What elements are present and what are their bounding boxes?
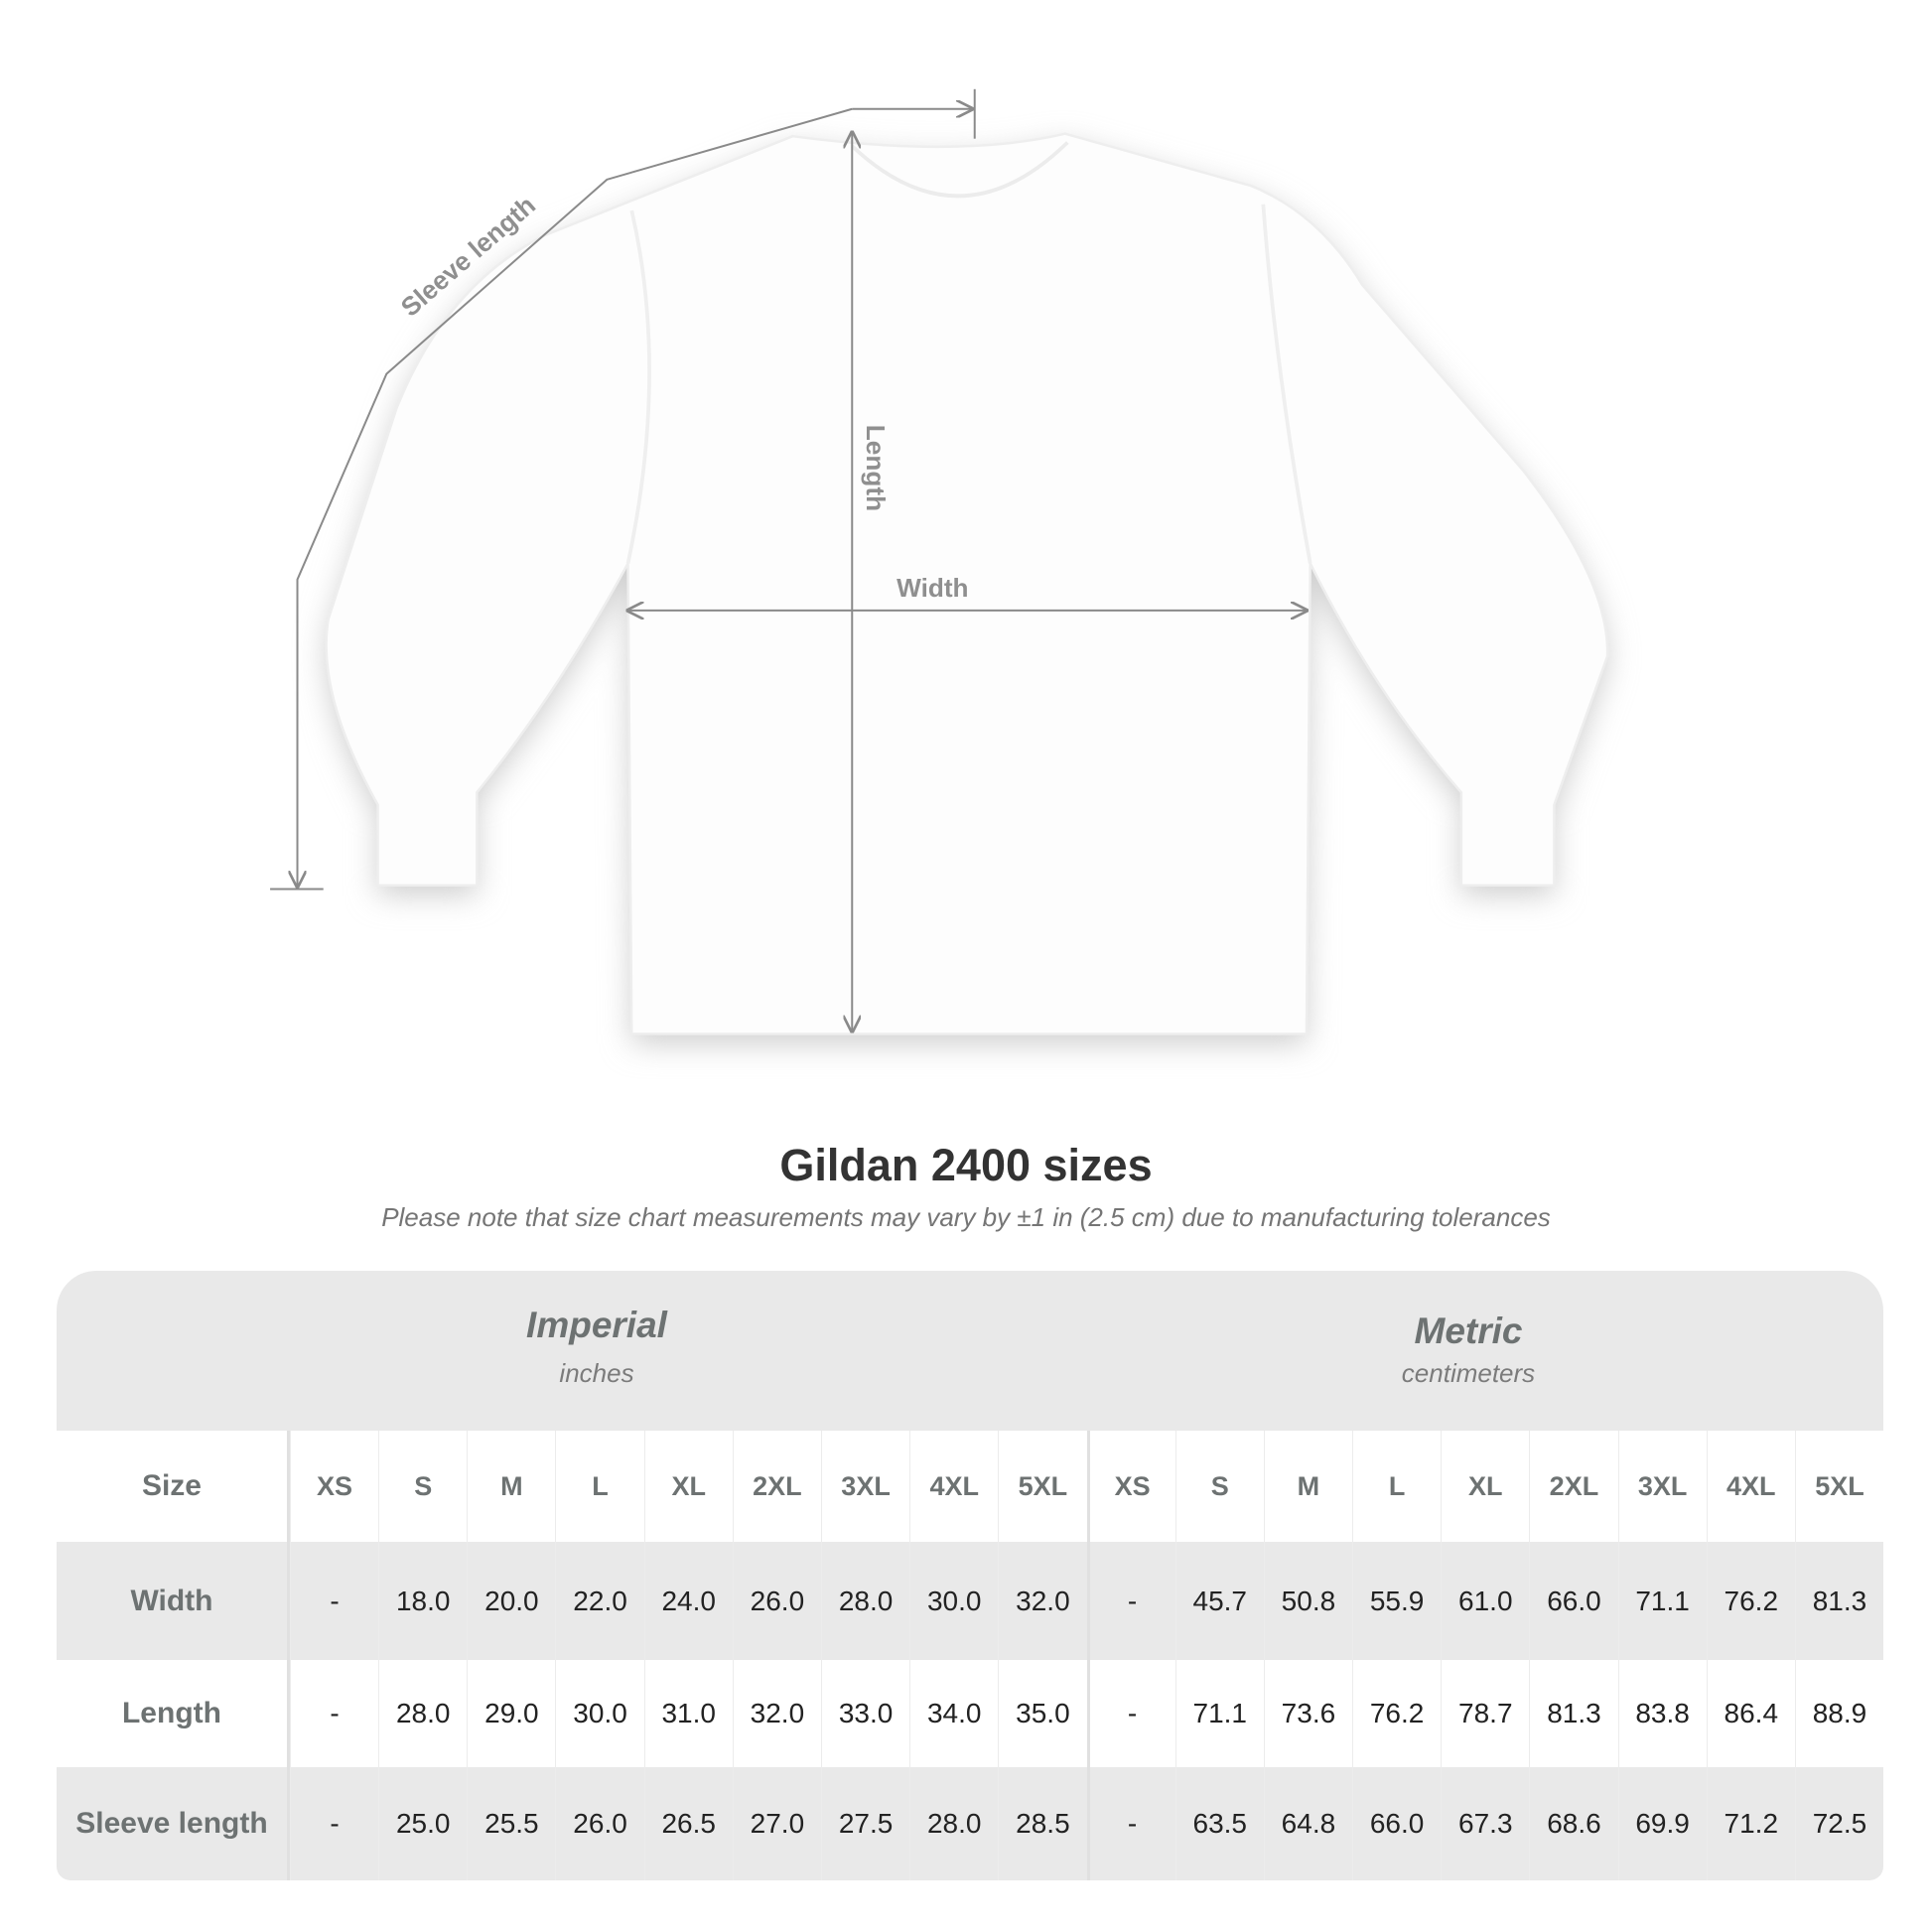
cell-imperial: 30.0: [909, 1542, 998, 1660]
imperial-title: Imperial: [526, 1305, 667, 1345]
cell-metric: 71.1: [1617, 1542, 1707, 1660]
cell-imperial: 24.0: [643, 1542, 733, 1660]
cell-metric: 81.3: [1794, 1542, 1883, 1660]
cell-imperial: 25.0: [378, 1767, 467, 1880]
size-header-metric: 2XL: [1529, 1431, 1617, 1542]
size-header-imperial: S: [378, 1431, 467, 1542]
row-label: Width: [57, 1542, 290, 1660]
imperial-unit: inches: [559, 1358, 634, 1388]
cell-imperial: 33.0: [820, 1660, 909, 1767]
size-header-metric: 5XL: [1794, 1431, 1883, 1542]
cell-imperial: 26.0: [732, 1542, 821, 1660]
cell-metric: 73.6: [1263, 1660, 1352, 1767]
size-header-metric: XS: [1086, 1431, 1175, 1542]
cell-imperial: 34.0: [909, 1660, 998, 1767]
length-label: Length: [861, 425, 891, 511]
cell-imperial: -: [289, 1542, 378, 1660]
cell-metric: 71.1: [1174, 1660, 1264, 1767]
size-header-metric: S: [1174, 1431, 1264, 1542]
size-header-imperial: 2XL: [732, 1431, 821, 1542]
cell-metric: 66.0: [1352, 1767, 1441, 1880]
size-header-metric: L: [1352, 1431, 1441, 1542]
row-label: Sleeve length: [57, 1767, 290, 1880]
imperial-header: Imperial inches: [299, 1305, 895, 1389]
row-label: Length: [57, 1660, 290, 1767]
cell-metric: 45.7: [1174, 1542, 1264, 1660]
width-label: Width: [897, 573, 968, 603]
page-title: Gildan 2400 sizes: [779, 1140, 1153, 1190]
cell-metric: -: [1086, 1767, 1175, 1880]
size-header-imperial: XS: [289, 1431, 378, 1542]
cell-metric: 86.4: [1706, 1660, 1795, 1767]
cell-imperial: 22.0: [555, 1542, 643, 1660]
size-label: Size: [57, 1431, 290, 1542]
cell-metric: 55.9: [1352, 1542, 1441, 1660]
cell-metric: -: [1086, 1542, 1175, 1660]
cell-metric: 88.9: [1794, 1660, 1883, 1767]
cell-imperial: 29.0: [467, 1660, 555, 1767]
cell-imperial: 27.5: [820, 1767, 909, 1880]
size-header-imperial: 4XL: [909, 1431, 998, 1542]
size-table: Imperial inches Metric centimeters Size X…: [57, 1271, 1883, 1880]
cell-metric: 68.6: [1529, 1767, 1617, 1880]
shirt-diagram: Sleeve length Length Width: [270, 88, 1609, 1044]
metric-title: Metric: [1414, 1311, 1523, 1351]
metric-header: Metric centimeters: [1171, 1311, 1766, 1389]
cell-metric: 50.8: [1263, 1542, 1352, 1660]
cell-imperial: 28.0: [820, 1542, 909, 1660]
metric-unit: centimeters: [1401, 1358, 1536, 1388]
cell-imperial: 26.5: [643, 1767, 733, 1880]
size-row: Size XS S M L XL 2XL 3XL 4XL 5XL XS S M L XL 2XL 3XL 4XL 5…: [57, 1431, 1883, 1542]
cell-metric: 76.2: [1706, 1542, 1795, 1660]
cell-imperial: 28.5: [998, 1767, 1086, 1880]
cell-metric: 81.3: [1529, 1660, 1617, 1767]
size-header-imperial: 3XL: [820, 1431, 909, 1542]
cell-imperial: 18.0: [378, 1542, 467, 1660]
cell-metric: 71.2: [1706, 1767, 1795, 1880]
cell-metric: 72.5: [1794, 1767, 1883, 1880]
cell-imperial: 28.0: [378, 1660, 467, 1767]
cell-imperial: 35.0: [998, 1660, 1086, 1767]
size-header-imperial: L: [555, 1431, 643, 1542]
table-row: Width -18.0 20.0 22.0 24.0 26.0 28.0 30.0 32.0-4…: [57, 1542, 1883, 1660]
table-row: Sleeve length -25.0 25.5 26.0 26.5 27.0 27.5 28…: [57, 1767, 1883, 1880]
size-header-imperial: 5XL: [998, 1431, 1086, 1542]
size-header-imperial: M: [467, 1431, 555, 1542]
cell-imperial: 28.0: [909, 1767, 998, 1880]
cell-imperial: -: [289, 1660, 378, 1767]
table-row: Length -28.0 29.0 30.0 31.0 32.0 33.0 34.0 35.0-…: [57, 1660, 1883, 1767]
cell-metric: 63.5: [1174, 1767, 1264, 1880]
cell-imperial: 32.0: [998, 1542, 1086, 1660]
cell-metric: -: [1086, 1660, 1175, 1767]
cell-imperial: 20.0: [467, 1542, 555, 1660]
size-header-metric: 3XL: [1617, 1431, 1707, 1542]
cell-imperial: 25.5: [467, 1767, 555, 1880]
cell-imperial: -: [289, 1767, 378, 1880]
cell-metric: 66.0: [1529, 1542, 1617, 1660]
cell-imperial: 27.0: [732, 1767, 821, 1880]
cell-metric: 83.8: [1617, 1660, 1707, 1767]
size-header-metric: XL: [1441, 1431, 1529, 1542]
cell-metric: 64.8: [1263, 1767, 1352, 1880]
shirt-illustration: [325, 132, 1609, 1044]
size-header-imperial: XL: [643, 1431, 733, 1542]
size-header-metric: 4XL: [1706, 1431, 1795, 1542]
sleeve-length-measure: [270, 88, 976, 891]
cell-metric: 67.3: [1441, 1767, 1529, 1880]
cell-imperial: 26.0: [555, 1767, 643, 1880]
cell-metric: 61.0: [1441, 1542, 1529, 1660]
unit-header-band: Imperial inches Metric centimeters: [57, 1271, 1883, 1431]
cell-imperial: 32.0: [732, 1660, 821, 1767]
cell-imperial: 30.0: [555, 1660, 643, 1767]
tolerance-note: Please note that size chart measurements…: [381, 1202, 1551, 1232]
size-header-metric: M: [1263, 1431, 1352, 1542]
cell-metric: 69.9: [1617, 1767, 1707, 1880]
cell-imperial: 31.0: [643, 1660, 733, 1767]
cell-metric: 76.2: [1352, 1660, 1441, 1767]
cell-metric: 78.7: [1441, 1660, 1529, 1767]
